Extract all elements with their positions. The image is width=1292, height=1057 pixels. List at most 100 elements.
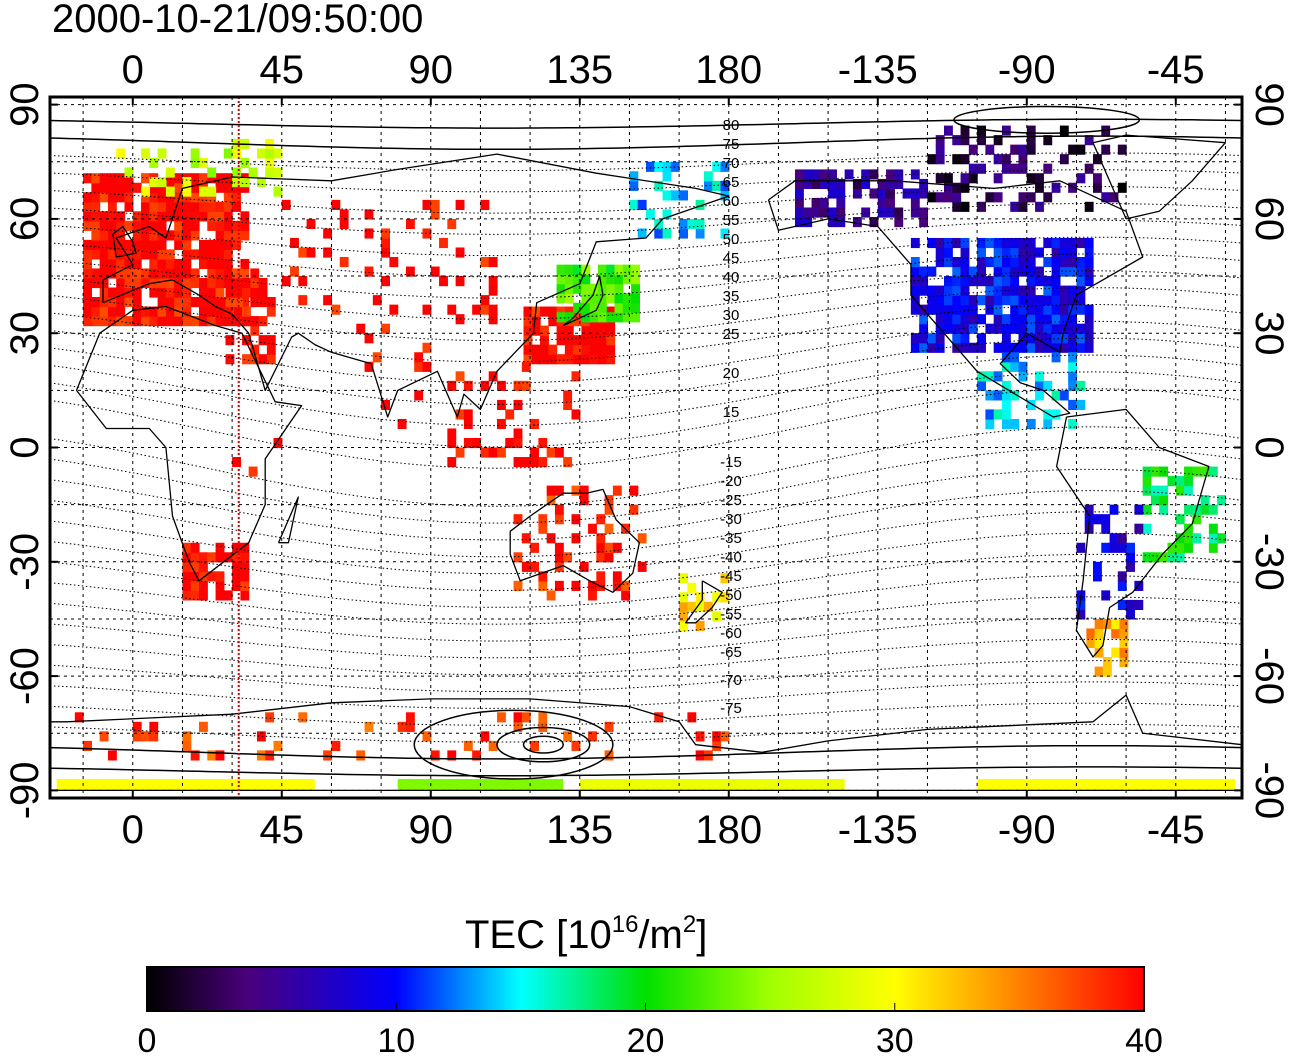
tec-cell xyxy=(182,287,192,298)
dip-contour xyxy=(50,511,1242,575)
tec-cell xyxy=(554,552,564,563)
tec-cell xyxy=(1208,542,1218,553)
dip-label: 80 xyxy=(723,117,740,134)
tec-cell xyxy=(993,323,1003,334)
tec-cell xyxy=(505,409,515,420)
tec-cell xyxy=(505,437,515,449)
dip-label: -65 xyxy=(720,644,742,661)
tec-cell xyxy=(679,592,688,603)
tec-cell xyxy=(654,180,664,191)
tec-cell xyxy=(1068,342,1078,353)
tec-cell xyxy=(174,173,184,184)
tec-cell xyxy=(232,457,241,468)
tec-cell xyxy=(116,287,126,298)
tec-cell xyxy=(1150,552,1160,563)
tec-cell xyxy=(968,295,978,306)
tec-cell xyxy=(588,590,597,601)
tec-cell xyxy=(199,173,208,184)
tec-cell xyxy=(795,188,804,199)
tec-cell xyxy=(662,171,672,182)
tec-cell xyxy=(497,399,506,411)
tec-cell xyxy=(1026,173,1036,184)
frame-tick-marks xyxy=(50,97,1242,798)
tec-cell xyxy=(1167,542,1177,553)
tec-cell xyxy=(240,157,250,169)
tec-cell xyxy=(573,335,583,346)
tec-cell xyxy=(910,188,920,199)
tec-cell xyxy=(556,293,566,304)
tec-cell xyxy=(538,712,548,723)
tec-cell xyxy=(523,306,533,317)
tec-cell xyxy=(1184,476,1193,487)
tec-cell xyxy=(910,285,920,296)
tec-cell xyxy=(414,390,424,401)
tec-cell xyxy=(546,533,556,544)
tec-cell xyxy=(538,437,548,449)
tec-cell xyxy=(182,561,192,572)
tec-cell xyxy=(944,173,953,184)
tec-cell xyxy=(1134,504,1144,515)
tec-cell xyxy=(1208,504,1218,515)
tec-cell xyxy=(215,297,225,308)
tec-cell xyxy=(579,561,589,572)
tec-cell xyxy=(480,447,490,458)
tec-cell xyxy=(116,258,126,270)
tec-cell xyxy=(207,287,217,298)
tec-cell xyxy=(124,268,134,279)
tec-cell xyxy=(606,264,616,275)
tec-cell xyxy=(182,277,192,289)
tec-cell xyxy=(1059,285,1069,296)
tec-cell xyxy=(604,721,614,732)
tec-cell xyxy=(1043,192,1053,203)
tec-cell xyxy=(157,239,167,250)
tec-cell xyxy=(679,573,688,584)
dip-contour xyxy=(50,152,1242,172)
tec-cell xyxy=(513,721,523,732)
tec-cell xyxy=(182,580,192,591)
tec-cell xyxy=(1043,409,1053,420)
tec-cell xyxy=(1043,276,1053,287)
tec-cell xyxy=(1001,285,1011,296)
tec-cell xyxy=(480,257,490,268)
tec-cell xyxy=(530,447,539,458)
tec-cell xyxy=(977,201,986,212)
tec-cell xyxy=(1051,266,1061,277)
tec-cell xyxy=(523,354,533,365)
tec-cell xyxy=(1026,323,1036,334)
tec-cell xyxy=(993,285,1003,296)
tec-cell xyxy=(597,344,607,355)
tec-cell xyxy=(174,211,184,222)
tec-cell xyxy=(960,257,970,268)
tec-cell xyxy=(836,188,846,199)
tec-cell xyxy=(836,197,846,209)
tec-cell xyxy=(488,371,498,382)
tec-cell xyxy=(927,192,937,203)
tec-cell xyxy=(124,182,134,193)
tec-cell xyxy=(695,620,705,631)
tec-cell xyxy=(199,277,208,289)
tec-cell xyxy=(573,274,583,285)
tec-cell xyxy=(564,312,574,323)
tec-cell xyxy=(1026,257,1036,268)
tec-cell xyxy=(993,154,1003,165)
tec-cell xyxy=(960,342,970,353)
tec-cell xyxy=(720,573,730,584)
tec-cell xyxy=(488,304,498,315)
tec-cell xyxy=(447,457,457,468)
tec-cell xyxy=(190,148,200,159)
dip-contour xyxy=(50,270,1242,320)
tec-cell xyxy=(207,192,217,203)
tec-cell xyxy=(107,192,117,203)
tec-cell xyxy=(1035,323,1044,334)
tec-cell xyxy=(447,428,457,439)
left-lat-tick-label: -30 xyxy=(3,533,47,591)
tec-cell xyxy=(488,447,498,458)
tec-cell xyxy=(589,283,599,294)
tec-cell xyxy=(629,485,639,496)
tec-cell xyxy=(149,220,159,231)
tec-cell xyxy=(556,335,566,346)
tec-cell xyxy=(1093,154,1102,165)
tec-cell xyxy=(1018,371,1028,382)
tec-cell xyxy=(1018,144,1028,155)
tec-cell xyxy=(107,268,117,279)
